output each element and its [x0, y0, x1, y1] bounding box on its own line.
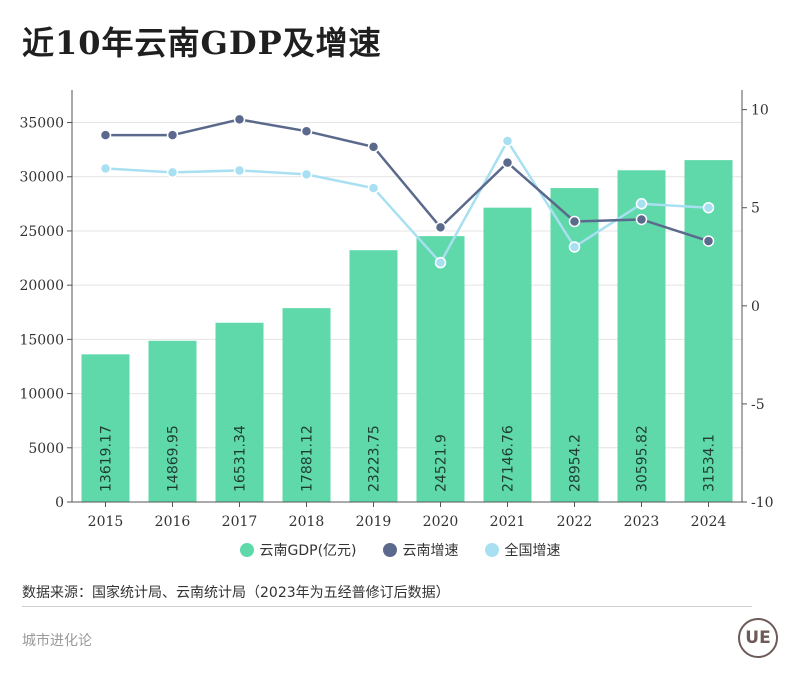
left-tick-label: 5000 [28, 441, 64, 457]
point-yunnan-growth-2016 [166, 129, 179, 141]
bar-gdp-2017 [215, 322, 264, 502]
point-national-growth-2021 [501, 135, 514, 147]
bar-value-label-2016: 14869.95 [166, 425, 182, 492]
bar-gdp-2016 [148, 340, 197, 502]
legend-item-national-growth: 全国增速 [484, 540, 561, 560]
left-tick-label: 15000 [19, 332, 64, 348]
x-tick-label-2022: 2022 [557, 514, 593, 530]
point-yunnan-growth-2022 [568, 215, 581, 228]
legend-item-gdp: 云南GDP(亿元) [239, 540, 357, 560]
bar-value-label-2015: 13619.17 [99, 425, 115, 492]
point-yunnan-growth-2020 [434, 221, 447, 234]
left-tick-label: 35000 [19, 116, 64, 132]
bar-gdp-2015 [81, 354, 130, 502]
bar-gdp-2018 [282, 308, 331, 502]
left-tick-label: 0 [55, 495, 64, 511]
data-source-note: 数据来源：国家统计局、云南统计局（2023年为五经普修订后数据） [22, 585, 450, 601]
line-national-growth [105, 138, 709, 265]
point-yunnan-growth-2018 [300, 125, 313, 137]
right-tick-label: 5 [751, 201, 760, 217]
point-yunnan-growth-2019 [367, 141, 380, 153]
chart: 13619.17 14869.95 16531.34 17881.12 23223.75… [19, 90, 774, 530]
right-tick-label: -10 [751, 495, 774, 511]
x-tick-label-2020: 2020 [423, 514, 459, 530]
point-yunnan-growth-2023 [635, 213, 648, 226]
point-national-growth-2019 [367, 182, 380, 194]
bar-value-label-2021: 27146.76 [501, 425, 517, 492]
legend-label-national-growth: 全国增速 [504, 543, 561, 559]
legend-marker-gdp [239, 543, 254, 557]
bar-value-label-2020: 24521.9 [434, 434, 450, 492]
publisher-name: 城市进化论 [22, 633, 92, 649]
left-tick-label: 25000 [19, 224, 64, 240]
bar-gdp-2020 [416, 236, 465, 502]
point-yunnan-growth-2017 [233, 113, 246, 126]
chart-title: 近10年云南GDP及增速 [22, 24, 382, 62]
point-national-growth-2022 [568, 241, 581, 253]
bar-value-label-2023: 30595.82 [635, 425, 651, 492]
point-yunnan-growth-2015 [99, 129, 112, 141]
x-tick-label-2024: 2024 [691, 514, 727, 530]
point-national-growth-2018 [300, 168, 313, 181]
left-tick-label: 10000 [19, 387, 64, 403]
legend-label-gdp: 云南GDP(亿元) [259, 543, 357, 559]
bar-gdp-2021 [483, 207, 532, 502]
x-tick-label-2017: 2017 [222, 514, 258, 530]
footer-divider [22, 606, 752, 607]
line-yunnan-growth [105, 118, 709, 243]
point-national-growth-2017 [233, 164, 246, 177]
right-tick-label: -5 [751, 397, 765, 413]
point-national-growth-2020 [434, 256, 447, 269]
point-national-growth-2015 [99, 162, 112, 175]
publisher-logo: UE [738, 618, 778, 658]
legend-item-yunnan-growth: 云南增速 [382, 540, 459, 560]
x-tick-label-2021: 2021 [490, 514, 526, 530]
left-tick-label: 20000 [19, 278, 64, 294]
x-tick-label-2023: 2023 [624, 514, 660, 530]
bar-value-label-2019: 23223.75 [367, 425, 383, 492]
point-national-growth-2024 [702, 201, 715, 214]
bar-value-label-2017: 16531.34 [233, 425, 249, 492]
legend-marker-national-growth [484, 543, 499, 557]
x-tick-label-2018: 2018 [289, 514, 325, 530]
point-yunnan-growth-2024 [702, 235, 715, 247]
bar-value-label-2022: 28954.2 [568, 434, 584, 492]
right-tick-label: 0 [751, 299, 760, 315]
point-national-growth-2023 [635, 198, 648, 210]
point-yunnan-growth-2021 [501, 156, 514, 169]
legend-marker-yunnan-growth [382, 543, 397, 557]
point-national-growth-2016 [166, 166, 179, 179]
chart-legend: 云南GDP(亿元) 云南增速 全国增速 [0, 540, 800, 560]
x-tick-label-2015: 2015 [88, 514, 124, 530]
right-tick-label: 10 [751, 103, 769, 119]
bar-value-label-2018: 17881.12 [300, 425, 316, 492]
bar-gdp-2024 [684, 160, 733, 502]
bar-value-label-2024: 31534.1 [702, 434, 718, 492]
legend-label-yunnan-growth: 云南增速 [402, 543, 459, 559]
x-tick-label-2016: 2016 [155, 514, 191, 530]
left-tick-label: 30000 [19, 170, 64, 186]
bar-gdp-2022 [550, 188, 599, 503]
x-tick-label-2019: 2019 [356, 514, 392, 530]
bar-gdp-2019 [349, 250, 398, 502]
